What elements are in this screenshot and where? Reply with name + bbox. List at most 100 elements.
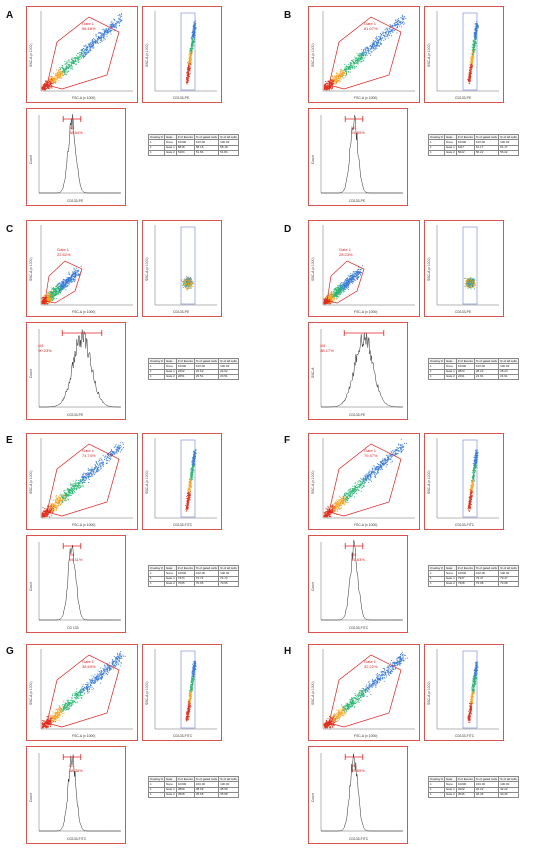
- fsc-axis-label: FSC-A (x 1000): [72, 310, 95, 314]
- event-dot: [70, 279, 71, 280]
- event-dot: [338, 78, 339, 79]
- event-dot: [119, 20, 120, 21]
- event-dot: [50, 78, 51, 79]
- event-dot: [190, 63, 191, 64]
- event-dot: [328, 88, 329, 89]
- event-dot: [68, 65, 69, 66]
- event-dot: [63, 279, 64, 280]
- event-dot: [343, 282, 344, 283]
- event-dot: [99, 33, 100, 34]
- event-dot: [57, 72, 58, 73]
- event-dot: [365, 55, 366, 56]
- event-dot: [194, 35, 195, 36]
- event-dot: [383, 34, 384, 35]
- event-dot: [334, 82, 335, 83]
- event-dot: [396, 27, 397, 28]
- event-dot: [74, 61, 75, 62]
- event-dot: [348, 69, 349, 70]
- event-dot: [108, 28, 109, 29]
- event-dot: [356, 274, 357, 275]
- event-dot: [63, 281, 64, 282]
- event-dot: [71, 281, 72, 282]
- event-dot: [183, 281, 184, 282]
- event-dot: [43, 88, 44, 89]
- event-dot: [346, 75, 347, 76]
- event-dot: [382, 37, 383, 38]
- event-dot: [72, 274, 73, 275]
- event-dot: [392, 30, 393, 31]
- event-dot: [380, 37, 381, 38]
- event-dot: [370, 55, 371, 56]
- gate-2-rect: [181, 227, 195, 304]
- event-dot: [476, 28, 477, 29]
- event-dot: [473, 49, 474, 50]
- event-dot: [330, 298, 331, 299]
- gate-percent: 61.07%: [364, 26, 378, 31]
- event-dot: [186, 285, 187, 286]
- event-dot: [469, 75, 470, 76]
- event-dot: [46, 81, 47, 82]
- event-dot: [350, 68, 351, 69]
- event-dot: [61, 72, 62, 73]
- event-dot: [338, 289, 339, 290]
- event-dot: [184, 279, 185, 280]
- event-dot: [475, 39, 476, 40]
- event-dot: [58, 70, 59, 71]
- event-dot: [351, 60, 352, 61]
- event-dot: [103, 33, 104, 34]
- event-dot: [356, 272, 357, 273]
- event-dot: [348, 281, 349, 282]
- event-dot: [469, 78, 470, 79]
- event-dot: [341, 282, 342, 283]
- event-dot: [73, 272, 74, 273]
- event-dot: [469, 72, 470, 73]
- event-dot: [359, 53, 360, 54]
- event-dot: [189, 288, 190, 289]
- event-dot: [100, 40, 101, 41]
- event-dot: [119, 18, 120, 19]
- event-dot: [376, 45, 377, 46]
- event-dot: [474, 40, 475, 41]
- event-dot: [119, 19, 120, 20]
- histogram-x-label: CD133-PE: [67, 413, 84, 417]
- event-dot: [83, 57, 84, 58]
- event-dot: [335, 79, 336, 80]
- event-dot: [189, 63, 190, 64]
- event-dot: [58, 294, 59, 295]
- event-dot: [477, 31, 478, 32]
- event-dot: [363, 49, 364, 50]
- event-dot: [72, 60, 73, 61]
- event-dot: [51, 291, 52, 292]
- event-dot: [376, 43, 377, 44]
- event-dot: [106, 28, 107, 29]
- event-dot: [79, 52, 80, 53]
- event-dot: [69, 64, 70, 65]
- event-dot: [78, 61, 79, 62]
- event-dot: [189, 281, 190, 282]
- event-dot: [348, 289, 349, 290]
- gate-percent: 22.62%: [57, 252, 71, 257]
- event-dot: [50, 296, 51, 297]
- event-dot: [358, 57, 359, 58]
- event-dot: [367, 55, 368, 56]
- event-dot: [342, 291, 343, 292]
- event-dot: [354, 68, 355, 69]
- event-dot: [193, 42, 194, 43]
- event-dot: [75, 276, 76, 277]
- event-dot: [394, 23, 395, 24]
- event-dot: [474, 50, 475, 51]
- event-dot: [60, 292, 61, 293]
- event-dot: [373, 44, 374, 45]
- event-dot: [76, 57, 77, 58]
- event-dot: [61, 78, 62, 79]
- event-dot: [331, 295, 332, 296]
- event-dot: [60, 78, 61, 79]
- event-dot: [75, 272, 76, 273]
- event-dot: [356, 277, 357, 278]
- event-dot: [367, 50, 368, 51]
- event-dot: [186, 286, 187, 287]
